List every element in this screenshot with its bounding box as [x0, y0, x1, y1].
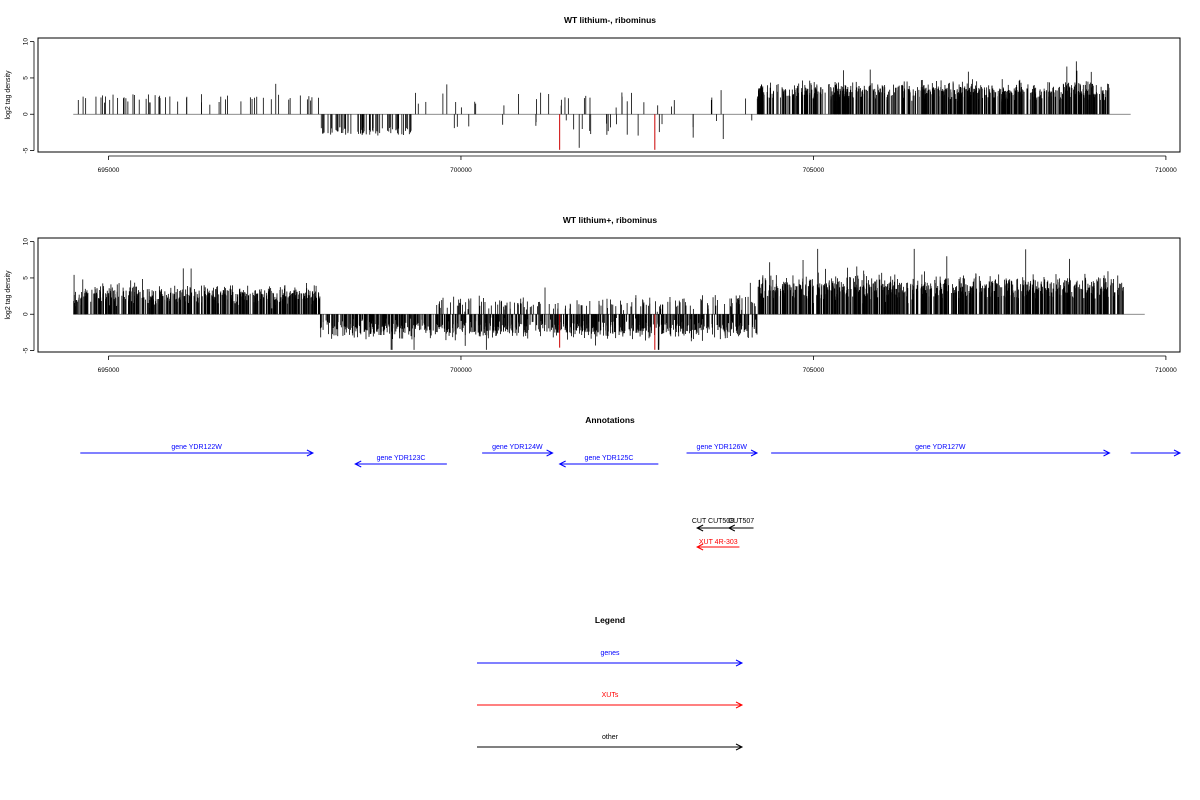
arrowhead-icon — [1173, 449, 1182, 457]
legend-label: XUTs — [602, 692, 619, 699]
y-tick-label: -5 — [23, 147, 30, 153]
x-tick-label: 705000 — [803, 367, 825, 374]
plot-frame — [37, 237, 1181, 353]
density-bars — [73, 248, 1145, 350]
track-panel-lithium-minus: WT lithium-, ribominus log2 tag density … — [5, 15, 1181, 174]
legend-items: genes XUTs other — [477, 650, 744, 751]
plot-frame — [37, 37, 1181, 153]
other-label: CUT507 — [728, 518, 754, 525]
other-label: CUT CUT508 — [692, 518, 734, 525]
y-tick-label: 10 — [23, 38, 30, 46]
legend-label: genes — [600, 650, 620, 657]
x-axis: 695000 700000 705000 710000 — [98, 355, 1177, 374]
x-tick-label: 700000 — [450, 367, 472, 374]
arrowhead-icon — [546, 449, 554, 457]
y-axis: -5 0 5 10 — [23, 238, 35, 353]
y-tick-label: 5 — [23, 276, 30, 280]
other-feature: CUT CUT508 — [692, 518, 734, 532]
y-axis-label: log2 tag density — [5, 270, 12, 320]
gene-label: gene YDR127W — [915, 444, 966, 451]
arrowhead-icon — [750, 449, 759, 457]
x-tick-label: 700000 — [450, 167, 472, 174]
gene-label: gene YDR126W — [697, 444, 748, 451]
x-tick-label: 695000 — [98, 167, 120, 174]
arrowhead-icon — [727, 524, 736, 532]
gene-feature: gene YDR126W — [686, 444, 759, 457]
x-tick-label: 695000 — [98, 367, 120, 374]
gene-label: gene YDR125C — [585, 455, 634, 462]
y-tick-label: 5 — [23, 76, 30, 80]
arrowhead-icon — [695, 543, 704, 551]
arrowhead-icon — [354, 460, 362, 468]
xut-label: XUT 4R-303 — [699, 539, 738, 546]
legend-label: other — [602, 734, 619, 741]
y-tick-label: 10 — [23, 238, 30, 246]
arrowhead-icon — [695, 524, 704, 532]
x-axis: 695000 700000 705000 710000 — [98, 155, 1177, 174]
arrowhead-icon — [735, 659, 744, 667]
other-feature: CUT507 — [727, 518, 754, 532]
arrowhead-icon — [735, 743, 744, 751]
gene-label: gene YDR122W — [171, 444, 222, 451]
legend-item-xuts: XUTs — [477, 692, 744, 709]
y-tick-label: 0 — [23, 312, 30, 316]
gene-feature: gene YDR124W — [482, 444, 554, 457]
x-tick-label: 710000 — [1155, 167, 1177, 174]
arrowhead-icon — [1103, 449, 1111, 457]
arrowhead-icon — [306, 449, 315, 457]
legend-item-other: other — [477, 734, 744, 751]
x-tick-label: 710000 — [1155, 367, 1177, 374]
arrowhead-icon — [558, 460, 566, 468]
xut-feature: XUT 4R-303 — [695, 539, 740, 551]
gene-feature — [1130, 449, 1182, 457]
y-axis: -5 0 5 10 — [23, 38, 35, 153]
panel-title: WT lithium+, ribominus — [563, 215, 657, 225]
annotation-features: gene YDR122W gene YDR123C gene YDR124W gene… — [80, 444, 1182, 551]
gene-feature: gene YDR122W — [80, 444, 315, 457]
gene-label: gene YDR123C — [377, 455, 426, 462]
gene-label: gene YDR124W — [492, 444, 543, 451]
density-bars — [73, 61, 1131, 150]
panel-title: WT lithium-, ribominus — [564, 15, 656, 25]
track-panel-lithium-plus: WT lithium+, ribominus log2 tag density … — [5, 215, 1181, 374]
arrowhead-icon — [735, 701, 744, 709]
x-tick-label: 705000 — [803, 167, 825, 174]
gene-feature: gene YDR125C — [558, 455, 659, 468]
gene-feature: gene YDR127W — [771, 444, 1111, 457]
legend: Legend genes XUTs other — [477, 615, 744, 751]
y-tick-label: -5 — [23, 347, 30, 353]
y-tick-label: 0 — [23, 112, 30, 116]
legend-item-genes: genes — [477, 650, 744, 667]
gene-feature: gene YDR123C — [354, 455, 447, 468]
legend-title: Legend — [595, 615, 625, 625]
y-axis-label: log2 tag density — [5, 70, 12, 120]
annotations-title: Annotations — [585, 415, 635, 425]
